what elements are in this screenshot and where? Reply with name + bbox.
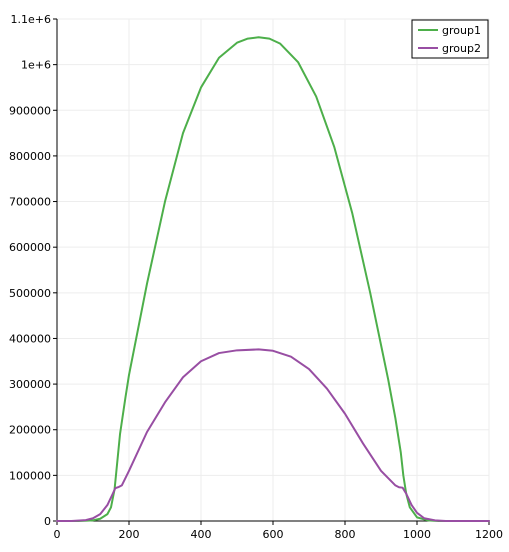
y-tick-label: 100000 [9, 469, 51, 482]
legend-label-group1: group1 [442, 24, 481, 37]
x-tick-label: 600 [263, 528, 284, 541]
y-tick-label: 900000 [9, 104, 51, 117]
grid-lines [57, 18, 490, 521]
x-tick-label: 200 [119, 528, 140, 541]
axes: 0 100000 200000 300000 400000 500000 600000 700… [9, 13, 503, 541]
series-line-group2 [56, 348, 490, 522]
x-tick-label: 400 [191, 528, 212, 541]
y-tick-label: 500000 [9, 287, 51, 300]
y-tick-label: 0 [44, 515, 51, 528]
y-tick-label: 1.1e+6 [11, 13, 51, 26]
y-tick-label: 700000 [9, 196, 51, 209]
series-lines [56, 36, 490, 522]
x-tick-label: 1200 [475, 528, 503, 541]
x-tick-label: 1000 [403, 528, 431, 541]
x-tick-label: 0 [54, 528, 61, 541]
y-tick-label: 1e+6 [21, 59, 51, 72]
legend-box [411, 19, 489, 59]
y-tick-label: 600000 [9, 241, 51, 254]
y-tick-label: 300000 [9, 378, 51, 391]
legend-label-group2: group2 [442, 42, 481, 55]
y-tick-label: 200000 [9, 424, 51, 437]
y-tick-label: 400000 [9, 332, 51, 345]
x-tick-label: 800 [335, 528, 356, 541]
legend: group1 group2 [411, 19, 489, 59]
y-tick-label: 800000 [9, 150, 51, 163]
